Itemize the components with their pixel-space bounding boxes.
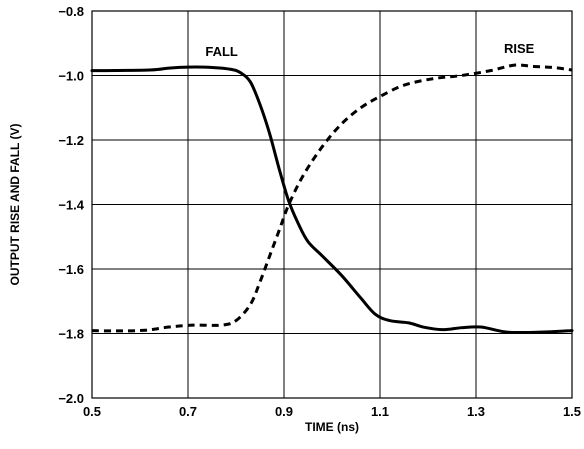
x-tick-label: 1.3 (467, 404, 485, 419)
y-tick-label: −0.8 (58, 4, 84, 19)
x-tick-labels: 0.5 0.7 0.9 1.1 1.3 1.5 (83, 404, 581, 419)
series-line-fall (90, 65, 574, 335)
x-tick-label: 1.5 (563, 404, 581, 419)
y-axis-title: OUTPUT RISE AND FALL (V) (8, 123, 22, 285)
plot-frame (91, 10, 573, 399)
y-tick-labels: −0.8 −1.0 −1.2 −1.4 −1.6 −1.8 −2.0 (58, 4, 84, 406)
series-label-fall: FALL (205, 44, 238, 59)
grid-lines (92, 11, 572, 398)
x-tick-label: 0.9 (275, 404, 293, 419)
x-tick-label: 0.5 (83, 404, 101, 419)
y-tick-label: −1.4 (58, 198, 84, 213)
x-tick-label: 1.1 (371, 404, 389, 419)
x-axis-title: TIME (ns) (305, 420, 359, 434)
series-label-rise: RISE (504, 41, 535, 56)
series-lines (90, 63, 574, 335)
x-tick-label: 0.7 (179, 404, 197, 419)
y-tick-label: −1.6 (58, 262, 84, 277)
y-tick-label: −2.0 (58, 391, 84, 406)
y-tick-label: −1.8 (58, 327, 84, 342)
y-tick-label: −1.2 (58, 133, 84, 148)
series-annotations: FALL RISE (205, 41, 534, 59)
series-line-rise (91, 63, 573, 333)
y-tick-label: −1.0 (58, 69, 84, 84)
